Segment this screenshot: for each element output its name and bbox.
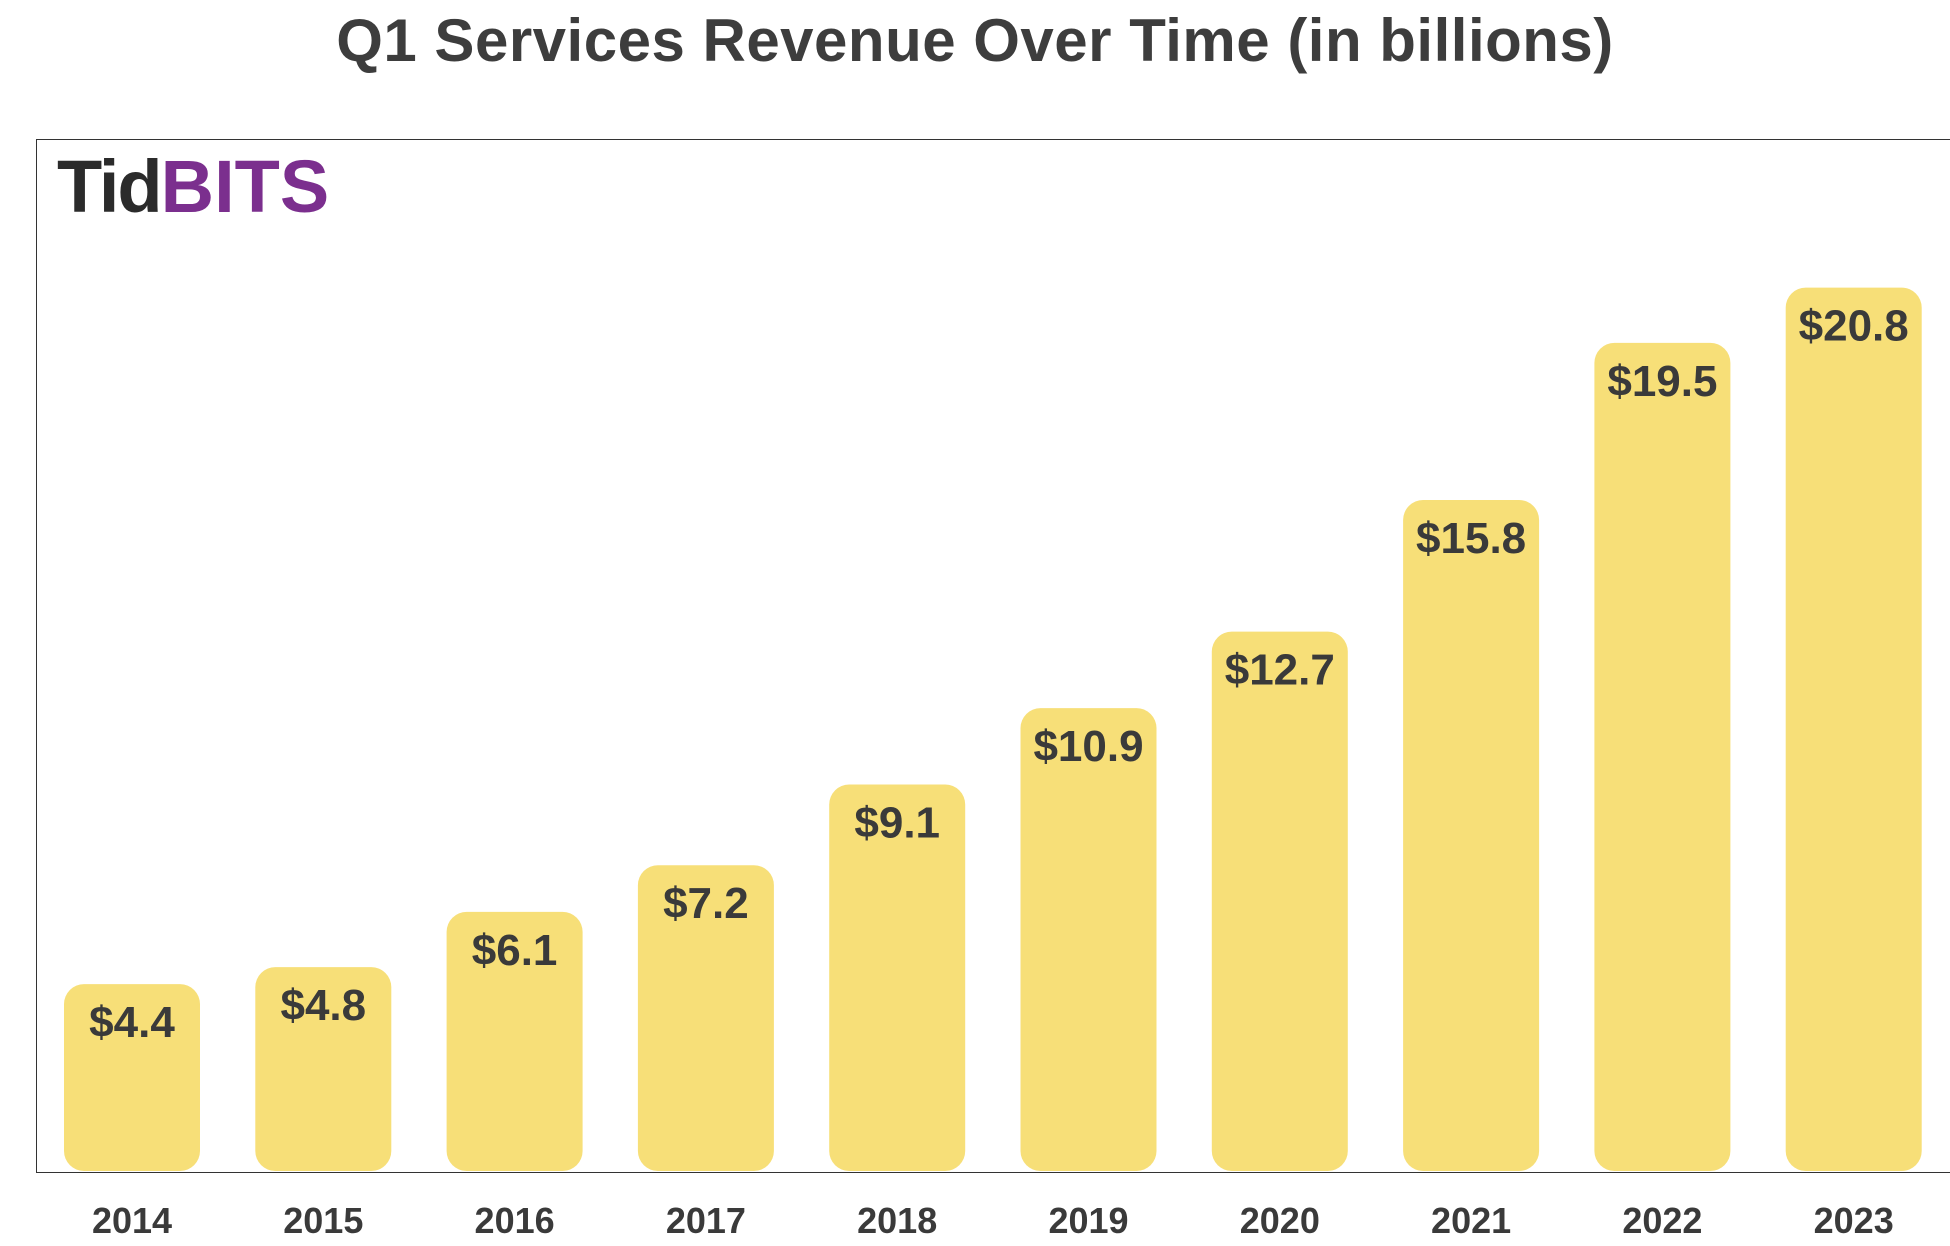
bar-2022 (1594, 342, 1731, 1171)
bar-2016 (446, 911, 583, 1171)
bar-value-label-2021: $15.8 (1416, 514, 1526, 563)
bar-value-label-2019: $10.9 (1033, 722, 1143, 771)
plot-area-frame (36, 139, 1950, 1173)
x-tick-label-2023: 2023 (1814, 1200, 1894, 1241)
logo-text-tid: Tid (57, 145, 163, 228)
x-tick-label-2021: 2021 (1431, 1200, 1511, 1241)
bar-2023 (1785, 287, 1922, 1172)
x-tick-label-2022: 2022 (1622, 1200, 1702, 1241)
x-tick-label-2019: 2019 (1048, 1200, 1128, 1241)
x-tick-label-2015: 2015 (283, 1200, 363, 1241)
x-tick-label-2014: 2014 (92, 1200, 172, 1241)
bar-value-label-2020: $12.7 (1225, 646, 1335, 695)
bars-layer (64, 287, 1922, 1172)
bar-value-label-2017: $7.2 (663, 879, 749, 928)
bar-value-label-2022: $19.5 (1607, 357, 1717, 406)
x-tick-label-2020: 2020 (1240, 1200, 1320, 1241)
bar-2017 (637, 865, 774, 1171)
bar-value-label-2023: $20.8 (1799, 302, 1909, 351)
bar-2015 (255, 967, 392, 1171)
x-tick-label-2018: 2018 (857, 1200, 937, 1241)
tidbits-logo: TidBITS (57, 150, 329, 224)
bar-2019 (1020, 708, 1157, 1171)
x-axis-ticks-layer: 2014 2015 2016 2017 2018 2019 2020 2021 2022 2023 (92, 1200, 1894, 1241)
bar-2021 (1403, 500, 1540, 1171)
bar-2018 (829, 784, 966, 1171)
bar-2014 (64, 984, 200, 1171)
bar-value-label-2014: $4.4 (89, 998, 175, 1047)
data-labels-layer: $4.4 $4.8 $6.1 $7.2 $9.1 $10.9 $12.7 $15.8 $19.5… (89, 302, 1909, 1047)
chart-title: Q1 Services Revenue Over Time (in billio… (336, 7, 1614, 74)
bar-2020 (1211, 631, 1348, 1171)
x-tick-label-2017: 2017 (666, 1200, 746, 1241)
bar-value-label-2015: $4.8 (280, 981, 366, 1030)
bar-value-label-2016: $6.1 (472, 926, 558, 975)
x-tick-label-2016: 2016 (475, 1200, 555, 1241)
bar-value-label-2018: $9.1 (854, 799, 940, 848)
logo-text-bits: BITS (160, 145, 330, 228)
